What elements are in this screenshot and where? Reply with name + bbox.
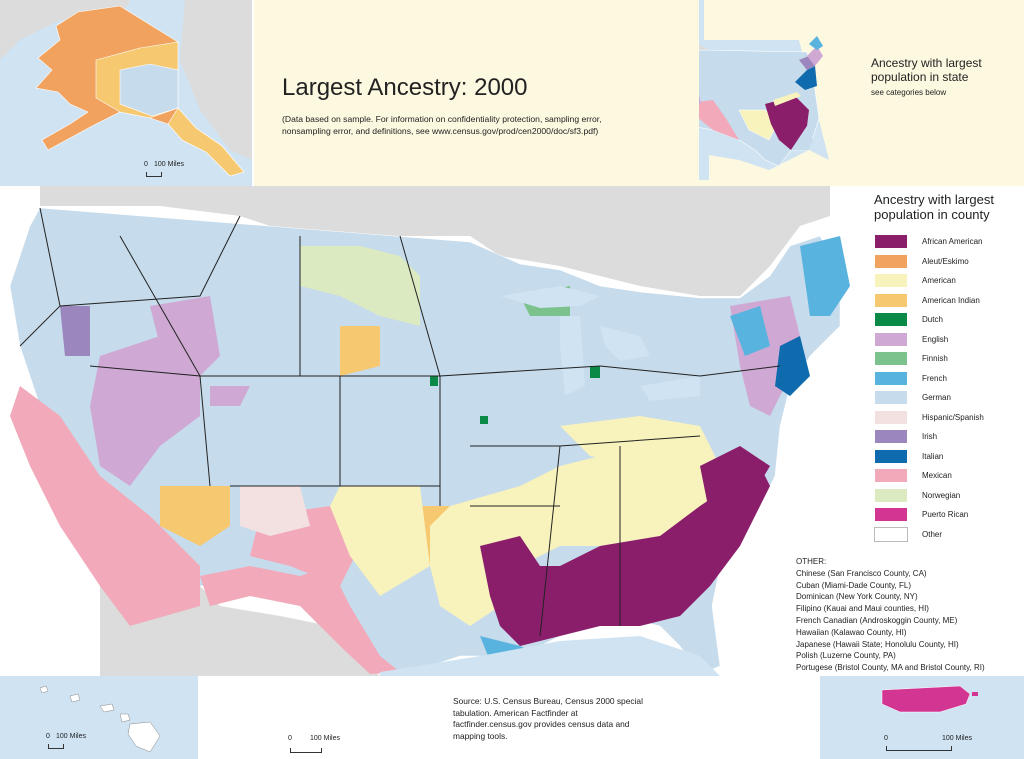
legend-item: Irish [874, 427, 1014, 447]
legend-swatch [874, 526, 908, 542]
hawaii-inset: 0 100 Miles [0, 676, 198, 759]
alaska-inset: 0 100 Miles [0, 0, 252, 186]
legend-item: Finnish [874, 349, 1014, 369]
other-heading: OTHER: [796, 557, 827, 566]
other-lines: Chinese (San Francisco County, CA) Cuban … [796, 568, 1021, 674]
legend-item: African American [874, 232, 1014, 252]
other-line: Polish (Luzerne County, PA) [796, 651, 896, 661]
legend-item: Mexican [874, 466, 1014, 486]
legend-swatch [874, 273, 908, 289]
hawaii-map [39, 685, 161, 753]
other-line: Hawaiian (Kalawao County, HI) [796, 627, 907, 637]
legend-swatch [874, 292, 908, 308]
state-legend-note: see categories below [871, 88, 947, 97]
legend-item: Puerto Rican [874, 505, 1014, 525]
other-line: Dominican (New York County, NY) [796, 592, 918, 602]
legend-item: German [874, 388, 1014, 408]
legend-swatch [874, 448, 908, 464]
legend-label: Finnish [922, 354, 948, 364]
legend-item: American Indian [874, 291, 1014, 311]
legend-swatch [874, 351, 908, 367]
legend-label: Puerto Rican [922, 510, 969, 520]
county-legend-items: African American Aleut/Eskimo American Amer… [874, 232, 1014, 544]
county-legend-title: Ancestry with largest population in coun… [874, 192, 994, 222]
legend-swatch [874, 234, 908, 250]
legend-label: Italian [922, 451, 944, 461]
legend-label: Hispanic/Spanish [922, 412, 984, 422]
puerto-rico-inset: 0 100 Miles [820, 676, 1024, 759]
state-legend-title: Ancestry with largest population in stat… [871, 56, 982, 84]
puerto-rico-map [881, 685, 978, 713]
legend-swatch [874, 468, 908, 484]
legend-item: Dutch [874, 310, 1014, 330]
contiguous-us-map [0, 186, 870, 676]
legend-swatch [874, 312, 908, 328]
gap-strip [636, 0, 699, 186]
alaska-map [0, 0, 252, 177]
legend-label: Mexican [922, 471, 952, 481]
legend-label: Aleut/Eskimo [922, 256, 969, 266]
legend-swatch [874, 409, 908, 425]
other-ancestries: OTHER: Chinese (San Francisco County, CA… [796, 556, 1021, 674]
legend-swatch [874, 253, 908, 269]
legend-swatch [874, 429, 908, 445]
legend-label: African American [922, 237, 983, 247]
legend-label: Norwegian [922, 490, 961, 500]
legend-item: American [874, 271, 1014, 291]
legend-label: American [922, 276, 956, 286]
legend-item: Italian [874, 447, 1014, 467]
other-line: Chinese (San Francisco County, CA) [796, 568, 927, 578]
legend-label: French [922, 373, 947, 383]
legend-label: Other [922, 529, 943, 539]
legend-label: English [922, 334, 949, 344]
legend-item: English [874, 330, 1014, 350]
legend-label: Dutch [922, 315, 943, 325]
map-subtitle: (Data based on sample. For information o… [282, 114, 602, 136]
map-title: Largest Ancestry: 2000 [282, 74, 528, 101]
legend-item: Hispanic/Spanish [874, 408, 1014, 428]
source-note: Source: U.S. Census Bureau, Census 2000 … [453, 696, 643, 741]
legend-item: Other [874, 525, 1014, 545]
legend-swatch [874, 390, 908, 406]
main-map-panel [0, 186, 870, 676]
other-line: Japanese (Hawaii State; Honolulu County,… [796, 639, 959, 649]
legend-item: French [874, 369, 1014, 389]
legend-label: German [922, 393, 951, 403]
other-line: Filipino (Kauai and Maui counties, HI) [796, 604, 929, 614]
other-line: French Canadian (Androskoggin County, ME… [796, 615, 958, 625]
legend-item: Norwegian [874, 486, 1014, 506]
title-panel: Largest Ancestry: 2000 (Data based on sa… [254, 0, 636, 186]
county-legend: Ancestry with largest population in coun… [874, 192, 1014, 544]
legend-label: Irish [922, 432, 938, 442]
legend-swatch [874, 331, 908, 347]
other-line: Cuban (Miami-Dade County, FL) [796, 580, 912, 590]
state-inset-panel: Ancestry with largest population in stat… [699, 0, 1024, 186]
other-line: Portugese (Bristol County, MA and Bristo… [796, 663, 985, 673]
legend-item: Aleut/Eskimo [874, 252, 1014, 272]
legend-label: American Indian [922, 295, 980, 305]
legend-swatch [874, 487, 908, 503]
legend-swatch [874, 507, 908, 523]
state-level-map [699, 0, 1024, 186]
legend-swatch [874, 370, 908, 386]
